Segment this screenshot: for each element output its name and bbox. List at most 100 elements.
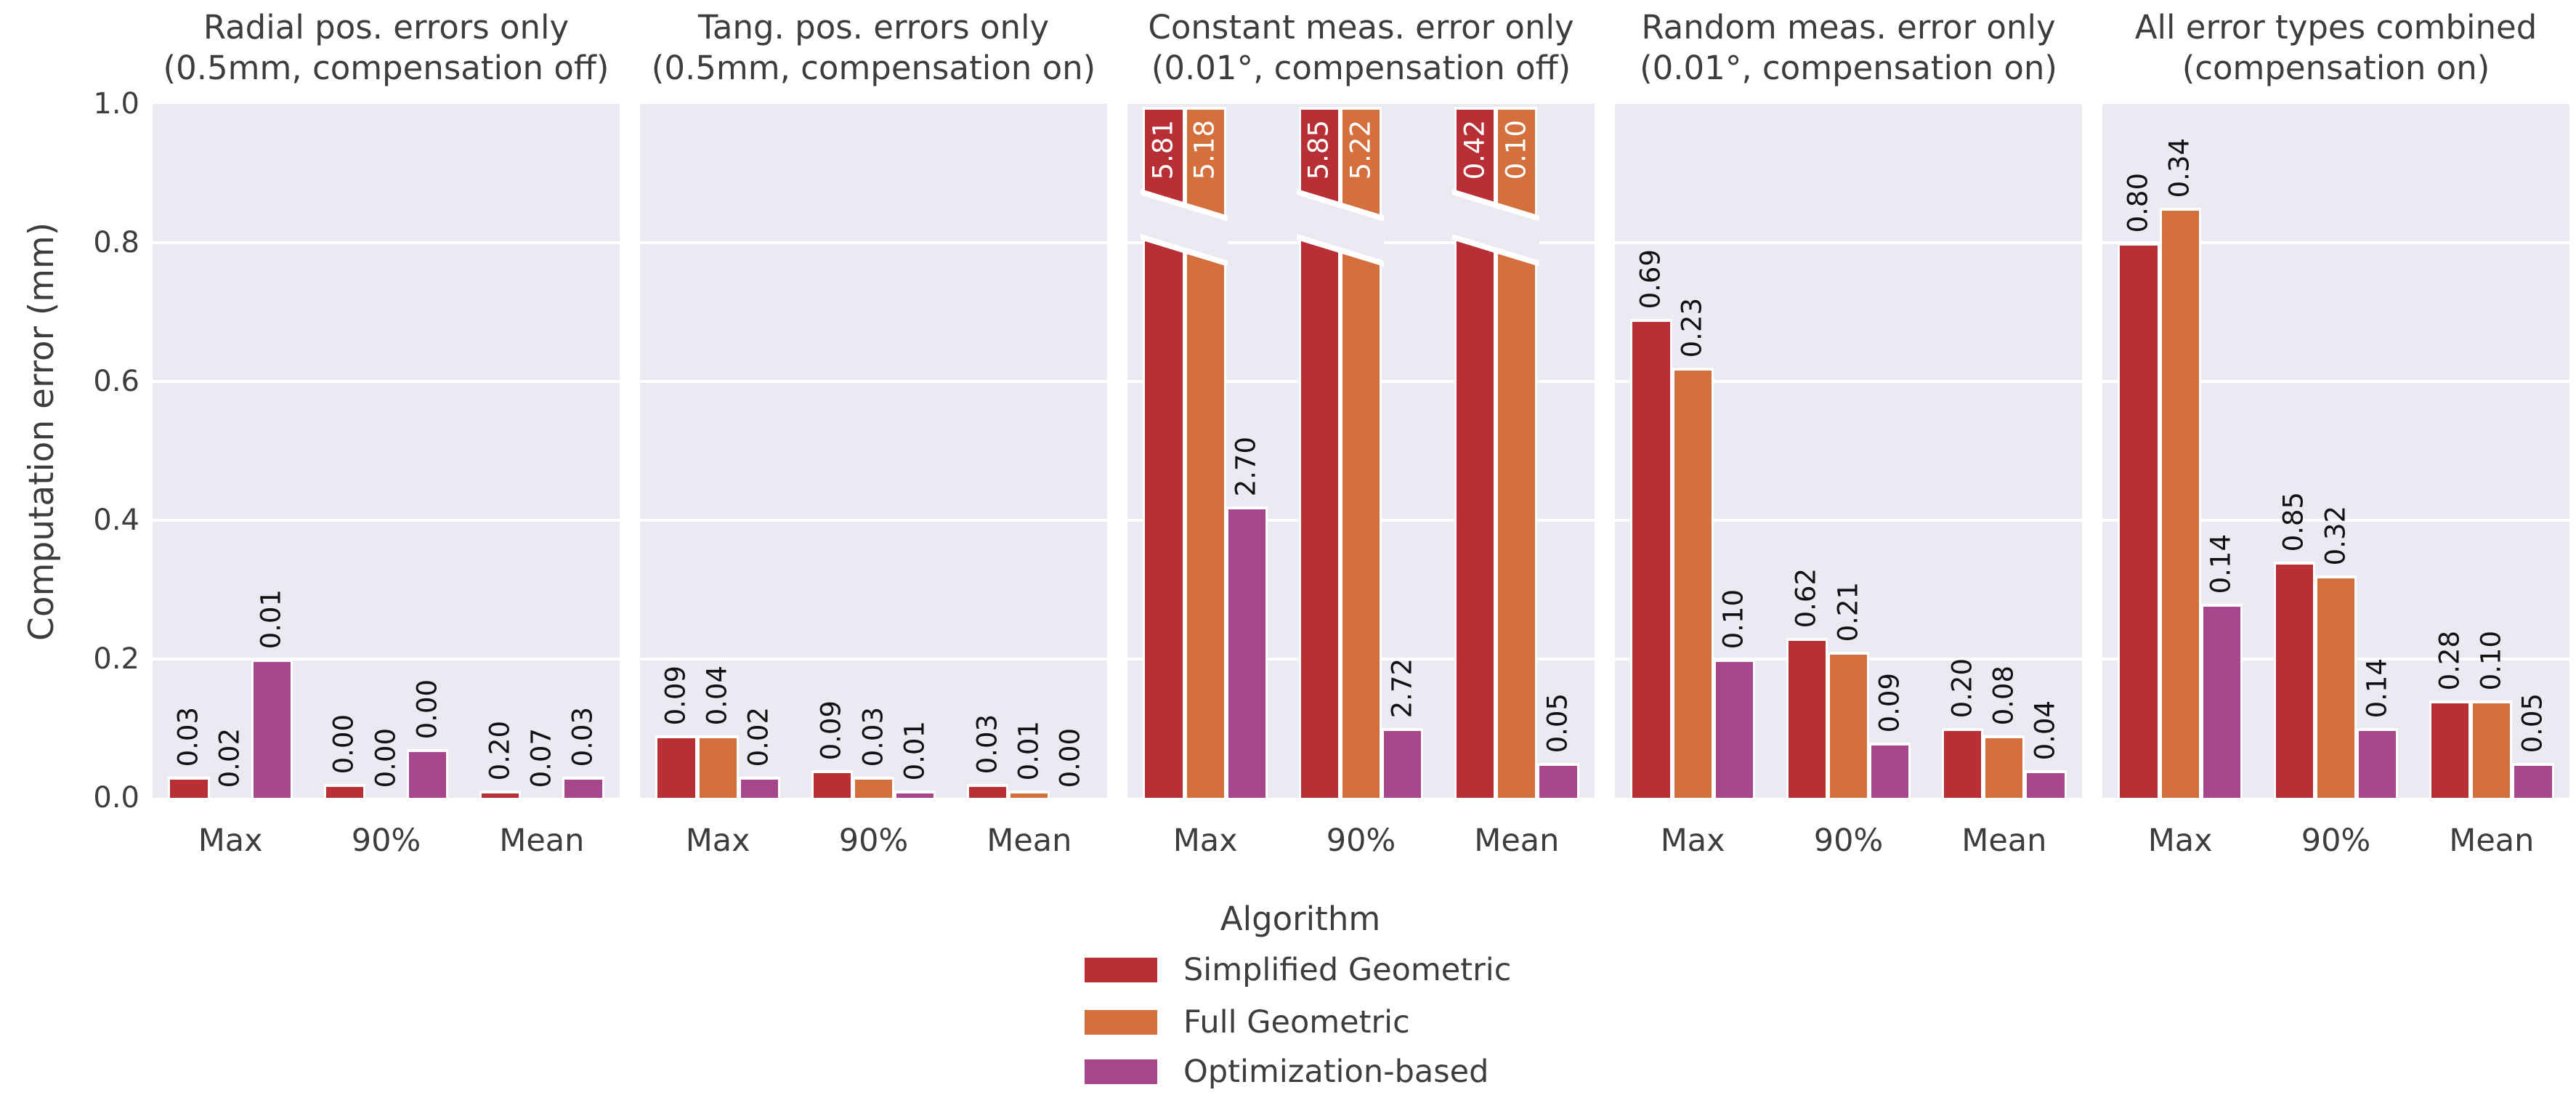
bar-value-label: 0.03 bbox=[172, 706, 204, 767]
plot-area: 0.69 0.23 0.10 0.62 0.21 0.09 0.20 0.08 0.04 bbox=[1615, 104, 2082, 798]
bar-value-label: 0.28 bbox=[2434, 630, 2466, 690]
legend-title: Algorithm bbox=[1220, 900, 1381, 938]
gridline bbox=[153, 658, 620, 660]
bar-value-label: 0.00 bbox=[370, 727, 402, 788]
panel-title-line1: All error types combined bbox=[2134, 8, 2537, 47]
panel-title: Random meas. error only (0.01°, compensat… bbox=[1615, 7, 2082, 89]
bar-value-label: 5.81 bbox=[1147, 120, 1179, 180]
bar-simplified-geometric bbox=[1786, 638, 1828, 798]
category-label: Max bbox=[198, 823, 263, 859]
bar-value-label: 0.01 bbox=[899, 720, 931, 780]
bar-value-label: 0.10 bbox=[1717, 589, 1749, 649]
category-label: 90% bbox=[2301, 823, 2371, 859]
bar-value-label: 0.09 bbox=[1874, 672, 1905, 732]
bar-value-label: 0.07 bbox=[525, 727, 557, 788]
panel-title-line2: (0.01°, compensation off) bbox=[1151, 49, 1571, 87]
gridline bbox=[640, 519, 1107, 522]
bar-value-label: 0.03 bbox=[567, 706, 599, 767]
bar-value-label: 0.02 bbox=[214, 727, 246, 788]
gridline bbox=[153, 241, 620, 244]
legend-swatch-optimization-based bbox=[1085, 1059, 1157, 1084]
bar-full-geometric bbox=[697, 735, 739, 798]
bar-value-label: 0.05 bbox=[1542, 692, 1573, 753]
bar-simplified-geometric bbox=[655, 735, 697, 798]
bar-value-label: 0.00 bbox=[1054, 727, 1086, 788]
bar-value-label: 0.09 bbox=[815, 700, 847, 760]
bar-optimization-based bbox=[894, 791, 936, 798]
bar-value-label: 0.62 bbox=[1790, 567, 1822, 628]
gridline bbox=[640, 658, 1107, 660]
panel-title-line2: (compensation on) bbox=[2182, 49, 2490, 87]
bar-value-label: 5.85 bbox=[1303, 120, 1334, 180]
bar-value-label: 0.85 bbox=[2277, 491, 2309, 552]
bar-full-geometric bbox=[1672, 368, 1714, 798]
bar-optimization-based bbox=[738, 777, 780, 798]
bar-value-label: 0.09 bbox=[660, 665, 692, 725]
bar-value-label: 0.10 bbox=[1500, 120, 1532, 180]
bar-value-label: 0.34 bbox=[2163, 137, 2195, 198]
gridline bbox=[640, 241, 1107, 244]
bar-optimization-based bbox=[1382, 728, 1424, 798]
bar-optimization-based bbox=[2512, 763, 2554, 798]
bar-simplified-geometric bbox=[967, 784, 1009, 798]
bar-value-label: 0.00 bbox=[328, 714, 360, 774]
legend-row: Full Geometric bbox=[1085, 1004, 1410, 1041]
bar-value-label: 0.23 bbox=[1676, 297, 1708, 357]
category-label: Mean bbox=[1961, 823, 2047, 859]
bar-full-geometric bbox=[1008, 791, 1050, 798]
bar-value-label: 0.01 bbox=[255, 589, 287, 649]
bar-value-label: 0.14 bbox=[2205, 533, 2237, 594]
category-label: Mean bbox=[2449, 823, 2535, 859]
plot-area: 5.81 5.18 2.70 5.85 5.22 2.72 0.42 0.10 0.05 bbox=[1127, 104, 1595, 798]
legend-label: Full Geometric bbox=[1183, 1004, 1410, 1041]
y-tick-label: 0.2 bbox=[93, 642, 139, 676]
gridline bbox=[2102, 380, 2569, 383]
category-label: Max bbox=[2147, 823, 2213, 859]
bar-simplified-geometric bbox=[2429, 700, 2471, 798]
bar-optimization-based bbox=[407, 749, 449, 798]
category-label: Max bbox=[1172, 823, 1238, 859]
y-tick-label: 0.8 bbox=[93, 226, 139, 259]
bar-simplified-geometric bbox=[811, 770, 853, 798]
panel-title-line1: Radial pos. errors only bbox=[203, 8, 570, 47]
bar-value-label: 5.18 bbox=[1188, 120, 1220, 180]
bar-simplified-geometric bbox=[1630, 319, 1672, 798]
bar-value-label: 0.32 bbox=[2320, 505, 2352, 565]
bar-value-label: 0.42 bbox=[1459, 120, 1491, 180]
bar-optimization-based bbox=[251, 659, 293, 798]
plot-area: 0.03 0.02 0.01 0.00 0.00 0.00 0.20 0.07 0.03 bbox=[153, 104, 620, 798]
bar-value-label: 0.20 bbox=[1946, 658, 1978, 718]
panel-2: Tang. pos. errors only (0.5mm, compensati… bbox=[640, 0, 1107, 1111]
plot-area: 0.09 0.04 0.02 0.09 0.03 0.01 0.03 0.01 0.00 bbox=[640, 104, 1107, 798]
category-label: Mean bbox=[1474, 823, 1560, 859]
gridline bbox=[153, 519, 620, 522]
bar-value-label: 0.21 bbox=[1832, 581, 1864, 642]
legend-row: Optimization-based bbox=[1085, 1054, 1489, 1090]
bar-value-label: 0.04 bbox=[2029, 700, 2061, 760]
bar-optimization-based bbox=[2357, 728, 2399, 798]
bar-full-geometric bbox=[852, 777, 895, 798]
category-label: 90% bbox=[1326, 823, 1396, 859]
panel-title-line1: Random meas. error only bbox=[1641, 8, 2056, 47]
panel-title-line2: (0.5mm, compensation on) bbox=[651, 49, 1096, 87]
bar-simplified-geometric bbox=[1942, 728, 1984, 798]
panel-title-line2: (0.5mm, compensation off) bbox=[163, 49, 609, 87]
bar-value-label: 0.14 bbox=[2361, 658, 2393, 718]
bar-value-label: 0.03 bbox=[971, 714, 1003, 774]
panel-title: All error types combined (compensation on… bbox=[2102, 7, 2569, 89]
bar-optimization-based bbox=[1226, 506, 1268, 798]
legend-swatch-simplified-geometric bbox=[1085, 958, 1157, 982]
bar-optimization-based bbox=[2025, 770, 2067, 798]
gridline bbox=[2102, 241, 2569, 244]
bar-simplified-geometric bbox=[323, 784, 365, 798]
bar-value-label: 0.03 bbox=[857, 706, 889, 767]
panel-5: All error types combined (compensation on… bbox=[2102, 0, 2569, 1111]
bar-optimization-based bbox=[562, 777, 604, 798]
bar-optimization-based bbox=[1537, 763, 1579, 798]
bar-optimization-based bbox=[1869, 743, 1911, 798]
bar-value-label: 0.02 bbox=[742, 706, 774, 767]
category-label: Max bbox=[1660, 823, 1725, 859]
bar-simplified-geometric bbox=[2118, 243, 2160, 798]
panel-1: Radial pos. errors only (0.5mm, compensat… bbox=[153, 0, 620, 1111]
category-label: Mean bbox=[499, 823, 585, 859]
